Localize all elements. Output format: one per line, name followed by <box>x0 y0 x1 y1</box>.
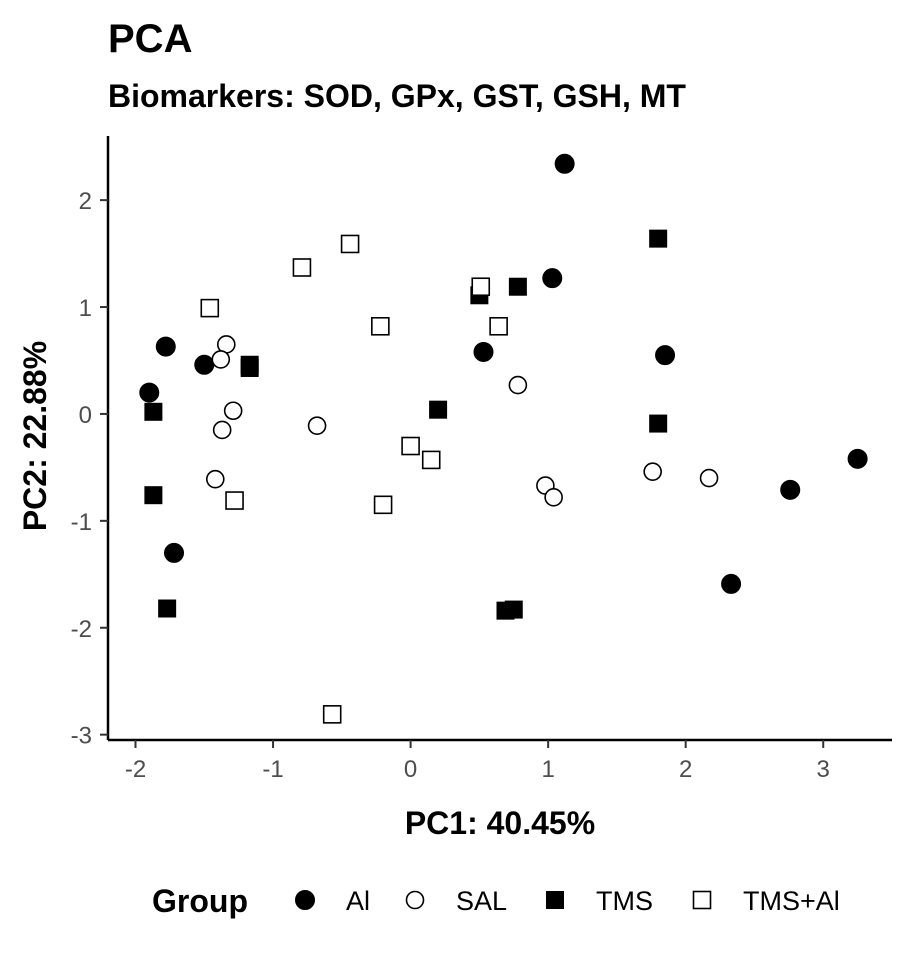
data-point <box>508 375 528 395</box>
legend-items: Al SAL TMS TMS+Al <box>295 886 840 916</box>
data-point <box>542 268 563 289</box>
data-point <box>212 420 232 440</box>
legend-item: Al <box>295 886 370 916</box>
data-point <box>489 316 508 336</box>
x-tick-label: 0 <box>404 756 417 783</box>
data-point <box>504 600 523 619</box>
data-point <box>721 573 742 594</box>
x-axis-title: PC1: 40.45% <box>405 805 595 841</box>
data-point <box>643 462 662 481</box>
data-point <box>847 448 868 469</box>
data-point <box>240 358 259 377</box>
y-tick-label: 1 <box>79 295 92 322</box>
data-point <box>200 298 220 318</box>
y-tick-label: -2 <box>71 616 92 643</box>
data-point <box>139 382 160 403</box>
y-axis-title: PC2: 22.88% <box>17 341 53 531</box>
y-axis-ticks: -3 -2 -1 0 1 2 <box>71 188 108 750</box>
x-axis-ticks: -2 -1 0 1 2 3 <box>125 740 830 783</box>
data-point <box>144 402 163 421</box>
data-point <box>194 354 215 375</box>
legend-marker <box>692 890 712 910</box>
legend: Group Al SAL TMS TMS+Al <box>152 883 840 919</box>
data-point <box>699 468 719 488</box>
series-al <box>139 153 868 594</box>
data-point <box>649 414 668 433</box>
legend-label: TMS+Al <box>743 886 840 916</box>
data-point <box>144 486 163 505</box>
legend-marker <box>546 891 564 909</box>
legend-label: Al <box>346 886 370 916</box>
legend-marker <box>295 890 315 910</box>
x-tick-label: 2 <box>679 756 692 783</box>
data-point <box>155 336 176 357</box>
data-point <box>554 153 575 174</box>
data-point <box>371 316 390 336</box>
data-point <box>401 436 420 456</box>
legend-label: TMS <box>596 886 653 916</box>
y-tick-label: -1 <box>71 509 92 536</box>
data-point <box>205 469 225 489</box>
data-point <box>471 277 491 297</box>
data-point <box>307 416 327 436</box>
data-point <box>421 450 441 470</box>
plot-area <box>139 153 868 724</box>
data-point <box>429 400 448 419</box>
data-point <box>373 495 393 515</box>
data-point <box>508 277 527 296</box>
x-tick-label: -2 <box>125 756 146 783</box>
legend-title: Group <box>152 883 248 919</box>
data-point <box>780 479 801 500</box>
data-point <box>544 488 563 507</box>
x-tick-label: 3 <box>817 756 830 783</box>
y-tick-label: -3 <box>71 723 92 750</box>
legend-item: SAL <box>405 886 507 916</box>
x-tick-label: 1 <box>541 756 554 783</box>
legend-marker <box>405 890 425 910</box>
data-point <box>164 542 185 563</box>
data-point <box>473 341 494 362</box>
legend-item: TMS <box>546 886 653 916</box>
axes <box>106 136 892 742</box>
data-point <box>158 599 177 618</box>
data-point <box>225 491 244 510</box>
data-point <box>292 258 312 277</box>
y-tick-label: 0 <box>79 402 92 429</box>
y-tick-label: 2 <box>79 188 92 215</box>
legend-item: TMS+Al <box>692 886 840 916</box>
data-point <box>322 705 342 724</box>
chart-title: PCA <box>108 17 192 61</box>
series-tms-al <box>200 234 508 724</box>
data-point <box>655 345 676 366</box>
data-point <box>649 229 668 248</box>
data-point <box>223 401 243 421</box>
series-sal <box>205 335 719 507</box>
data-point <box>211 350 231 369</box>
legend-label: SAL <box>456 886 507 916</box>
x-tick-label: -1 <box>262 756 283 783</box>
chart-subtitle: Biomarkers: SOD, GPx, GST, GSH, MT <box>108 78 686 114</box>
data-point <box>340 234 360 254</box>
